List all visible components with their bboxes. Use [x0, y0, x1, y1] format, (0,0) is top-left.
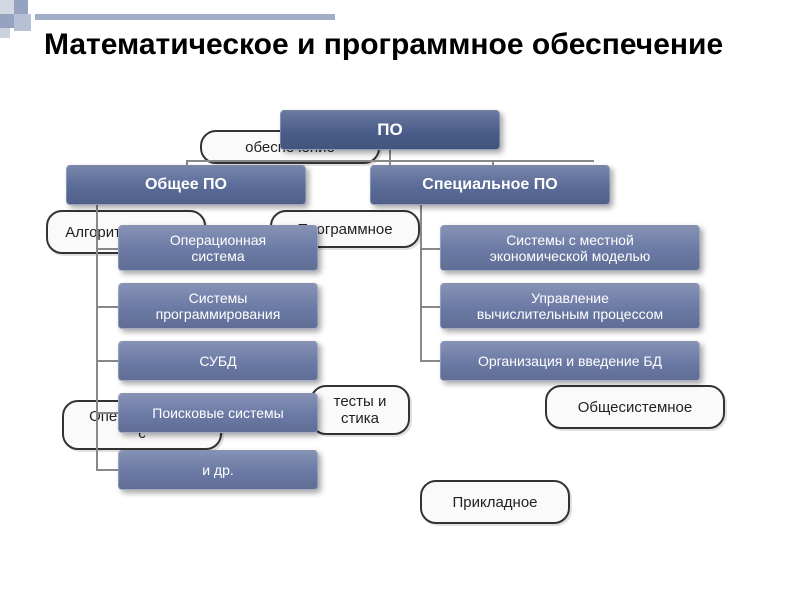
fg-box: и др.: [118, 450, 318, 490]
connector: [96, 360, 120, 362]
connector: [420, 248, 442, 250]
fg-box: Системы программирования: [118, 283, 318, 329]
connector: [96, 248, 120, 250]
fg-box: Операционная система: [118, 225, 318, 271]
connector: [96, 412, 120, 414]
bg-node-bg-appl: Прикладное: [420, 480, 570, 524]
connector: [96, 469, 120, 471]
fg-box: ПО: [280, 110, 500, 150]
connector: [96, 205, 98, 470]
bg-node-bg-tests: тесты и стика: [310, 385, 410, 435]
bg-node-bg-obsh: Общесистемное: [545, 385, 725, 429]
page-title: Математическое и программное обеспечение: [44, 28, 723, 63]
fg-box: Общее ПО: [66, 165, 306, 205]
connector: [389, 150, 391, 165]
connector: [420, 360, 442, 362]
connector: [420, 205, 422, 361]
fg-box: Поисковые системы: [118, 393, 318, 433]
connector: [96, 306, 120, 308]
fg-box: Специальное ПО: [370, 165, 610, 205]
fg-box: СУБД: [118, 341, 318, 381]
header-bar: [35, 14, 335, 20]
connector: [420, 306, 442, 308]
fg-box: Управление вычислительным процессом: [440, 283, 700, 329]
connector: [186, 160, 594, 162]
fg-box: Организация и введение БД: [440, 341, 700, 381]
fg-box: Системы с местной экономической моделью: [440, 225, 700, 271]
